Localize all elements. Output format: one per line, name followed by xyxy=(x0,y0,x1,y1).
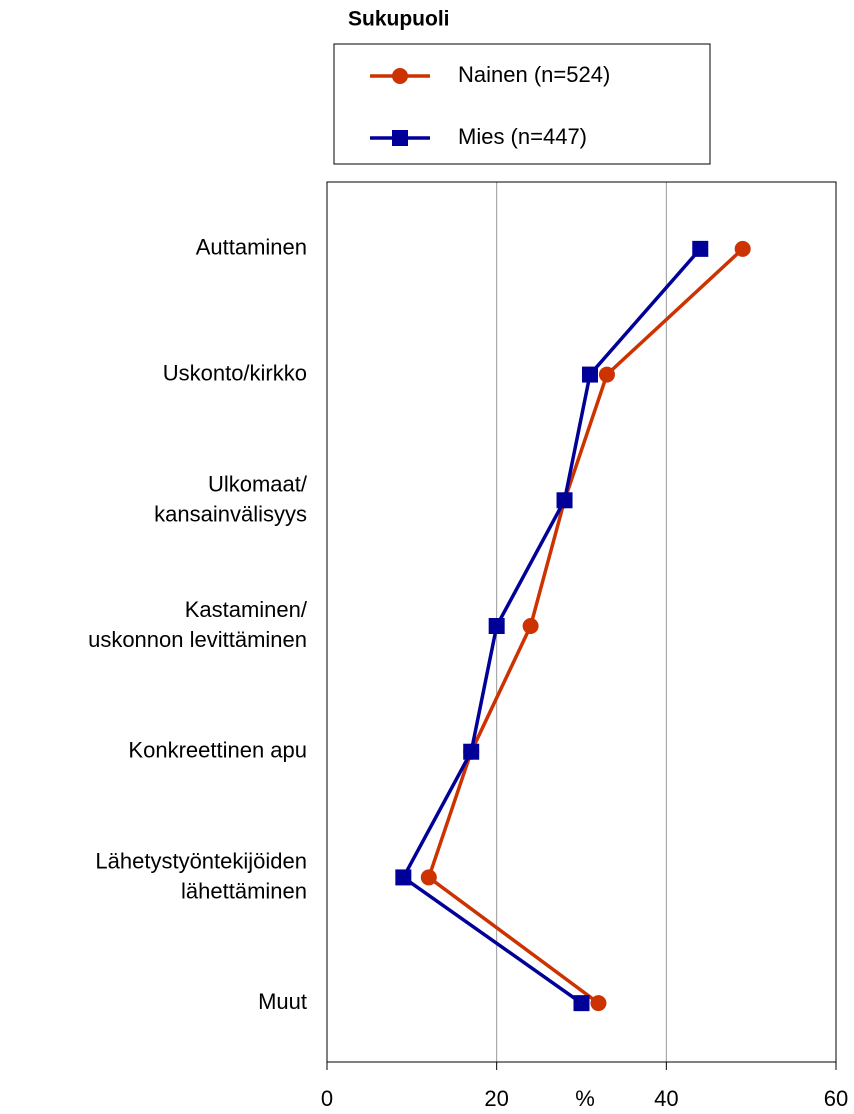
point xyxy=(488,618,505,634)
x-tick-label: 20 xyxy=(484,1086,508,1111)
point xyxy=(581,366,598,383)
point xyxy=(420,869,437,886)
legend-box xyxy=(333,43,711,165)
point xyxy=(556,492,573,509)
plot-frame xyxy=(326,181,837,1063)
y-tick-label: Uskonto/kirkko xyxy=(163,360,307,385)
legend-marker xyxy=(392,130,408,146)
point xyxy=(522,618,539,634)
y-tick-label: Konkreettinen apu xyxy=(128,738,307,763)
y-tick-label: Muut xyxy=(258,989,307,1014)
point xyxy=(692,240,709,257)
x-tick-label: 60 xyxy=(824,1086,848,1111)
legend-label: Mies (n=447) xyxy=(458,124,587,149)
legend-marker xyxy=(392,68,408,84)
series-line xyxy=(426,247,744,1005)
point xyxy=(590,995,607,1012)
x-tick-label: 40 xyxy=(654,1086,678,1111)
y-tick-label: Kastaminen/uskonnon levittäminen xyxy=(88,597,308,652)
legend-label: Nainen (n=524) xyxy=(458,62,610,87)
legend-title: Sukupuoli xyxy=(348,8,450,31)
point xyxy=(734,240,751,257)
x-axis-label: % xyxy=(575,1086,595,1111)
x-tick-label: 0 xyxy=(321,1086,333,1111)
y-tick-label: Ulkomaat/kansainvälisyys xyxy=(154,471,308,526)
y-tick-label: Lähetystyöntekijöiden lähettäminen xyxy=(95,848,307,903)
y-tick-label: Auttaminen xyxy=(196,235,307,260)
point xyxy=(598,366,615,383)
point xyxy=(395,869,412,886)
point xyxy=(463,743,480,760)
point xyxy=(573,995,590,1012)
